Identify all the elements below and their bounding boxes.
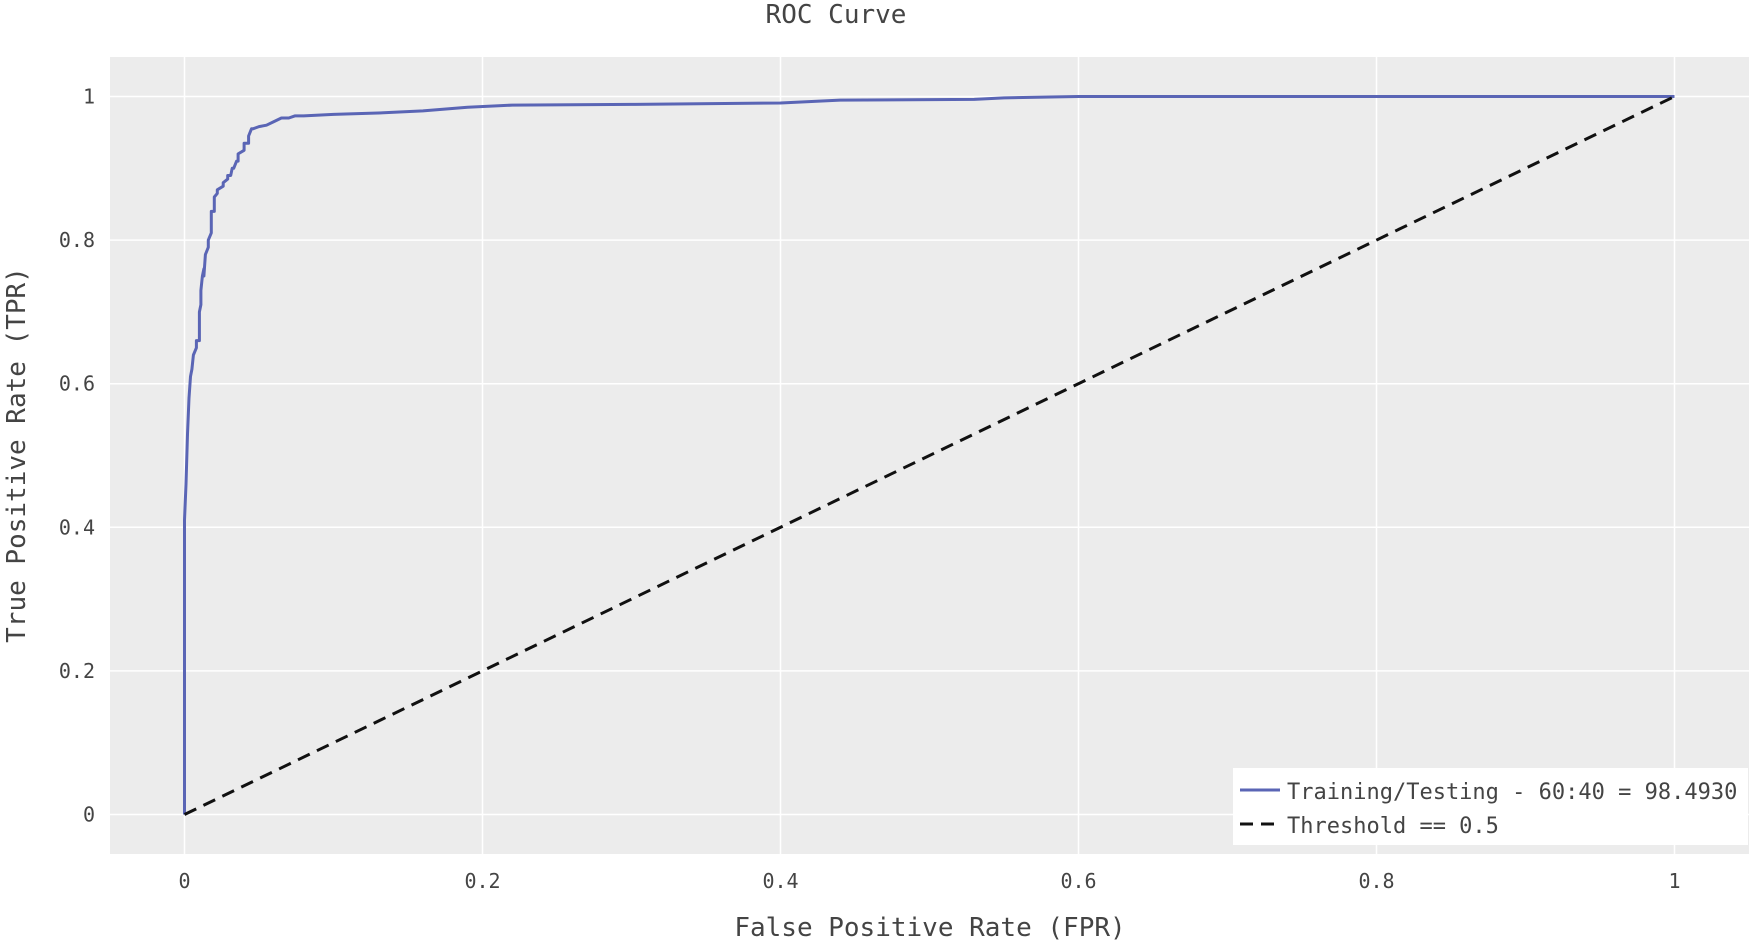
y-tick-label: 0.2 [59, 659, 95, 683]
x-tick-label: 1 [1668, 869, 1680, 893]
y-tick-label: 0 [83, 803, 95, 827]
legend[interactable]: Training/Testing - 60:40 = 98.4930 Thres… [1233, 768, 1748, 845]
x-tick-label: 0.4 [762, 869, 798, 893]
x-tick-label: 0 [178, 869, 190, 893]
x-axis-label: False Positive Rate (FPR) [734, 913, 1125, 943]
threshold-line [183, 95, 1676, 816]
legend-label-training-testing: Training/Testing - 60:40 = 98.4930 [1287, 780, 1737, 805]
chart-title: ROC Curve [766, 0, 907, 30]
legend-label-threshold: Threshold == 0.5 [1287, 814, 1499, 839]
y-tick-label: 1 [83, 84, 95, 108]
series-lines [183, 95, 1676, 816]
legend-box [1233, 768, 1748, 845]
y-tick-label: 0.4 [59, 515, 95, 539]
y-axis-ticks: 0 0.2 0.4 0.6 0.8 1 [59, 84, 95, 826]
x-tick-label: 0.6 [1060, 869, 1096, 893]
y-tick-label: 0.6 [59, 372, 95, 396]
x-tick-label: 0.8 [1358, 869, 1394, 893]
x-tick-label: 0.2 [464, 869, 500, 893]
y-axis-label: True Positive Rate (TPR) [2, 267, 32, 643]
x-axis-ticks: 0 0.2 0.4 0.6 0.8 1 [178, 869, 1680, 893]
y-tick-label: 0.8 [59, 228, 95, 252]
roc-curve-line [183, 95, 1675, 815]
